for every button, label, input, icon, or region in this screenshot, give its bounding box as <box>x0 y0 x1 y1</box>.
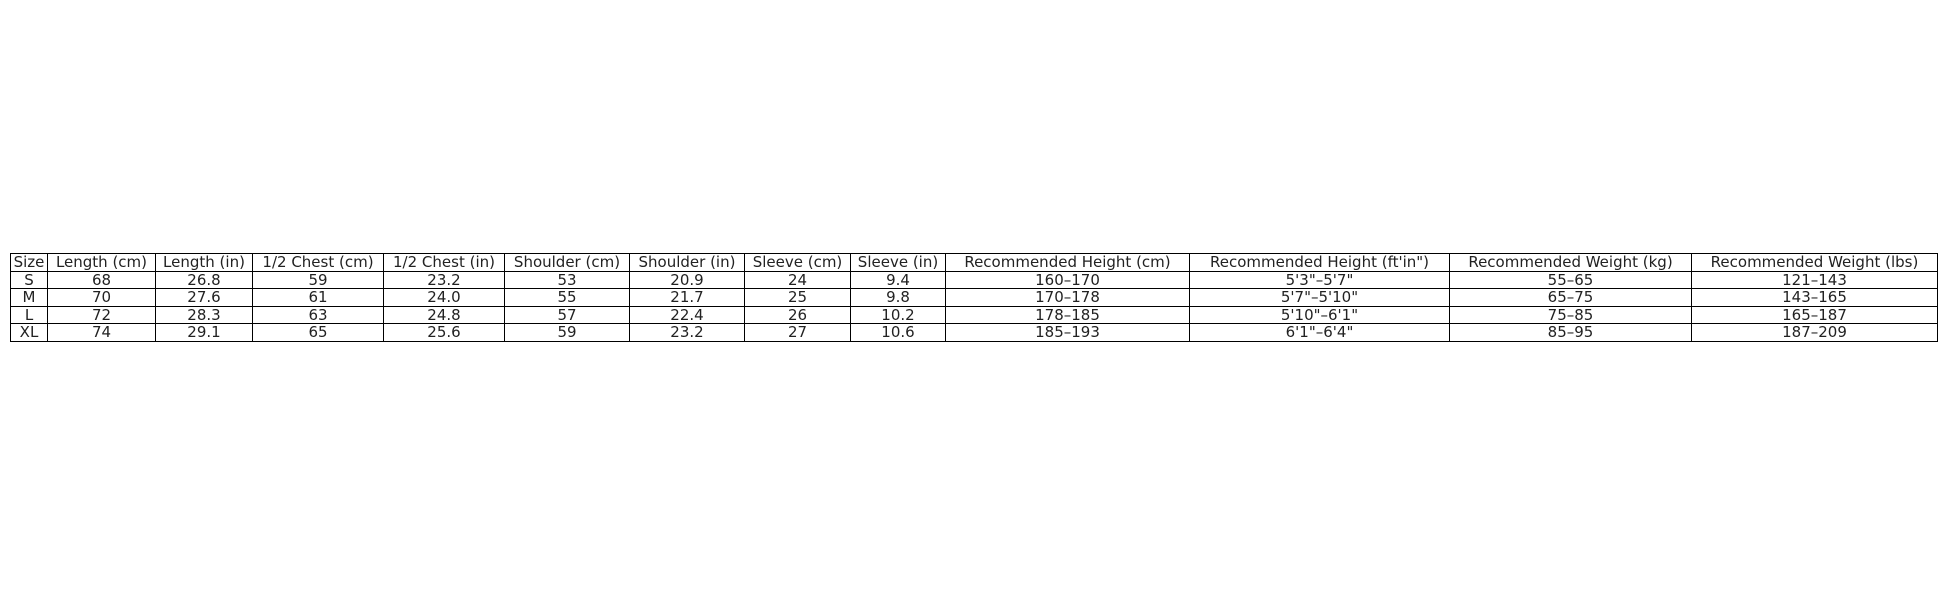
table-cell: 70 <box>47 288 156 307</box>
table-cell: 26.8 <box>155 270 253 289</box>
table-cell: 20.9 <box>629 270 745 289</box>
table-cell: 23.2 <box>383 270 505 289</box>
table-cell: 74 <box>47 323 156 342</box>
table-cell: 68 <box>47 270 156 289</box>
table-cell: S <box>10 270 48 289</box>
header-row: Size Length (cm) Length (in) 1/2 Chest (cm)… <box>10 253 1938 272</box>
table-cell: 9.4 <box>850 270 946 289</box>
table-cell: 10.2 <box>850 305 946 324</box>
table-cell: 26 <box>744 305 851 324</box>
table-cell: 57 <box>504 305 630 324</box>
table-cell: 72 <box>47 305 156 324</box>
column-header: Shoulder (cm) <box>504 253 630 272</box>
table-cell: 143–165 <box>1691 288 1938 307</box>
table-cell: 178–185 <box>945 305 1190 324</box>
table-row: XL 74 29.1 65 25.6 59 23.2 27 10.6 185–193 6'1"–6'… <box>10 323 1938 342</box>
column-header: Sleeve (cm) <box>744 253 851 272</box>
table-cell: 22.4 <box>629 305 745 324</box>
table-cell: M <box>10 288 48 307</box>
table-cell: 85–95 <box>1449 323 1692 342</box>
column-header: Sleeve (in) <box>850 253 946 272</box>
table-cell: 9.8 <box>850 288 946 307</box>
size-chart-table: Size Length (cm) Length (in) 1/2 Chest (cm)… <box>10 253 1938 342</box>
table-row: S 68 26.8 59 23.2 53 20.9 24 9.4 160–170 5'3"–5'7"… <box>10 270 1938 289</box>
column-header: Shoulder (in) <box>629 253 745 272</box>
table-cell: 61 <box>252 288 384 307</box>
column-header: Recommended Weight (kg) <box>1449 253 1692 272</box>
table-cell: 29.1 <box>155 323 253 342</box>
table-cell: 65–75 <box>1449 288 1692 307</box>
table-cell: 65 <box>252 323 384 342</box>
table-cell: 160–170 <box>945 270 1190 289</box>
table-cell: L <box>10 305 48 324</box>
column-header: Recommended Height (ft'in") <box>1189 253 1450 272</box>
column-header: 1/2 Chest (cm) <box>252 253 384 272</box>
table-cell: 53 <box>504 270 630 289</box>
column-header: Length (cm) <box>47 253 156 272</box>
table-cell: 185–193 <box>945 323 1190 342</box>
table-cell: 5'7"–5'10" <box>1189 288 1450 307</box>
table-cell: 55–65 <box>1449 270 1692 289</box>
table-cell: 24 <box>744 270 851 289</box>
table-cell: 6'1"–6'4" <box>1189 323 1450 342</box>
table-cell: 10.6 <box>850 323 946 342</box>
table-cell: 55 <box>504 288 630 307</box>
table-row: L 72 28.3 63 24.8 57 22.4 26 10.2 178–185 5'10"–6'… <box>10 305 1938 324</box>
table-cell: 28.3 <box>155 305 253 324</box>
column-header: Recommended Height (cm) <box>945 253 1190 272</box>
table-cell: 27.6 <box>155 288 253 307</box>
table-cell: 24.0 <box>383 288 505 307</box>
table-cell: 23.2 <box>629 323 745 342</box>
table-cell: 5'3"–5'7" <box>1189 270 1450 289</box>
table-cell: 75–85 <box>1449 305 1692 324</box>
column-header: 1/2 Chest (in) <box>383 253 505 272</box>
table-cell: 27 <box>744 323 851 342</box>
table-cell: 170–178 <box>945 288 1190 307</box>
table-cell: 24.8 <box>383 305 505 324</box>
table-cell: 59 <box>252 270 384 289</box>
column-header: Size <box>10 253 48 272</box>
table-cell: 25.6 <box>383 323 505 342</box>
table-cell: 165–187 <box>1691 305 1938 324</box>
table-cell: 63 <box>252 305 384 324</box>
column-header: Recommended Weight (lbs) <box>1691 253 1938 272</box>
table-cell: 5'10"–6'1" <box>1189 305 1450 324</box>
table-row: M 70 27.6 61 24.0 55 21.7 25 9.8 170–178 5'7"–5'10… <box>10 288 1938 307</box>
table-cell: 59 <box>504 323 630 342</box>
column-header: Length (in) <box>155 253 253 272</box>
table-cell: 25 <box>744 288 851 307</box>
table-cell: XL <box>10 323 48 342</box>
table-cell: 187–209 <box>1691 323 1938 342</box>
table-cell: 21.7 <box>629 288 745 307</box>
table-cell: 121–143 <box>1691 270 1938 289</box>
